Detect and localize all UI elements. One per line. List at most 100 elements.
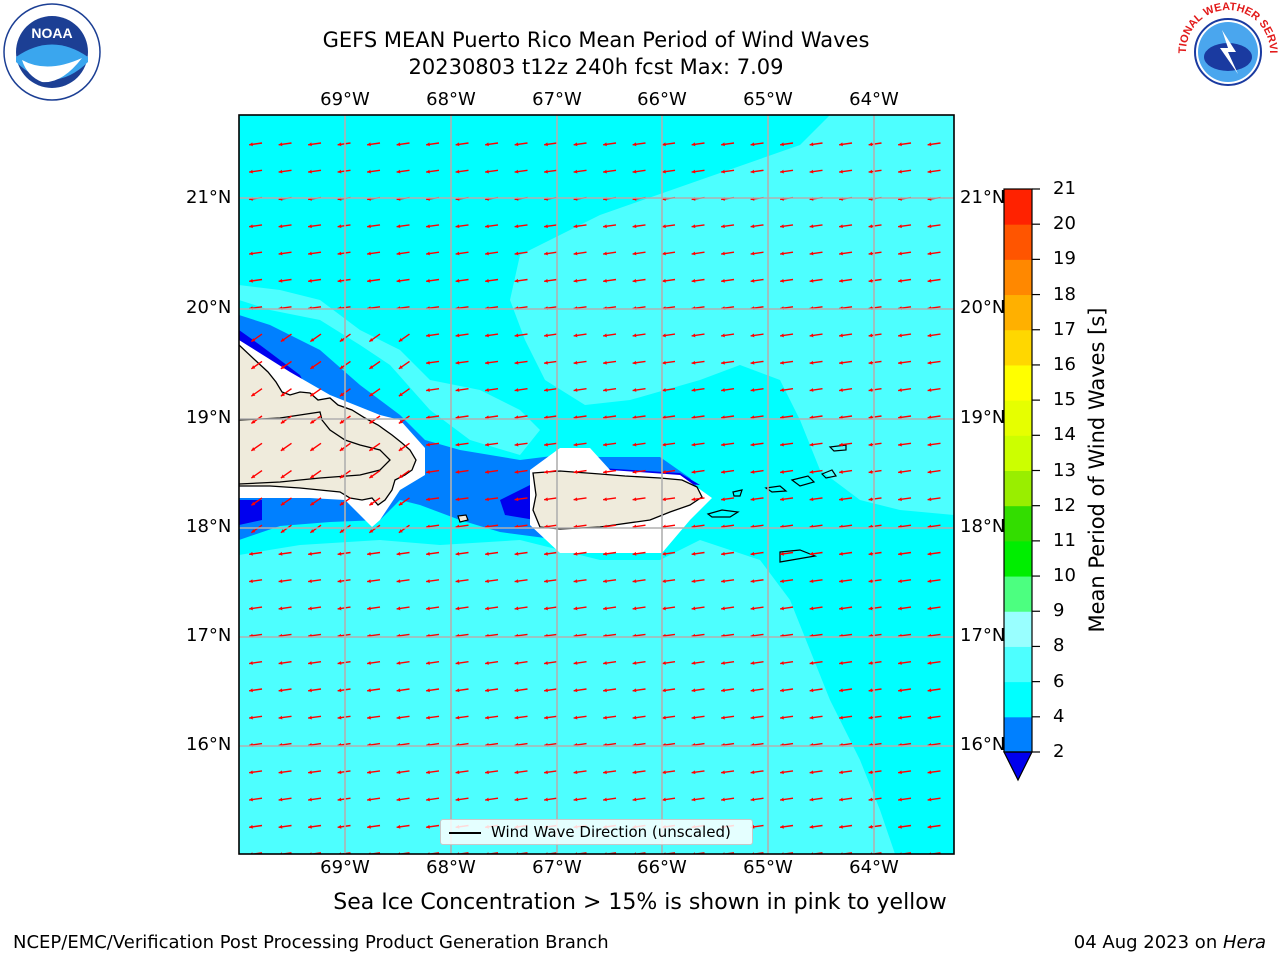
- wind-arrow-head: [544, 224, 548, 229]
- wind-arrow-head: [632, 142, 637, 147]
- wind-arrow-head: [485, 278, 489, 283]
- ocean-6-8-region: [510, 115, 954, 515]
- wind-arrow-head: [514, 470, 519, 474]
- wind-arrow-head: [603, 551, 607, 556]
- wind-arrow-head: [249, 715, 253, 720]
- wind-arrow-head: [780, 251, 784, 256]
- wind-arrow-head: [251, 501, 256, 506]
- wind-arrow-head: [398, 474, 403, 479]
- wind-arrow-head: [780, 579, 784, 584]
- wind-arrow-head: [398, 447, 403, 451]
- wind-arrow-head: [839, 470, 843, 474]
- wind-arrow-head: [308, 142, 312, 147]
- ocean-under-2-region-pr: [500, 485, 535, 520]
- wind-arrow-head: [927, 360, 932, 365]
- wind-arrow-head: [721, 715, 725, 720]
- wind-arrow-head: [278, 169, 283, 174]
- wind-arrow-head: [367, 606, 371, 611]
- wind-arrow-head: [662, 169, 666, 174]
- wind-arrow-head: [750, 497, 755, 502]
- wind-arrow-head: [308, 797, 312, 802]
- wind-arrow-head: [721, 388, 725, 392]
- wind-arrow-head: [691, 579, 696, 584]
- wind-arrow-head: [927, 169, 932, 174]
- colorbar-segment: [1004, 364, 1032, 401]
- wind-arrow-head: [898, 715, 902, 720]
- wind-arrow-head: [898, 360, 902, 365]
- wind-arrow-head: [337, 770, 342, 775]
- wind-arrow-head: [750, 333, 755, 338]
- wind-arrow-head: [280, 419, 285, 424]
- wind-arrow-head: [485, 579, 489, 584]
- wind-arrow-head: [308, 715, 312, 720]
- wind-arrow-head: [632, 442, 637, 447]
- wind-arrow-head: [308, 770, 312, 775]
- wind-arrow-head: [839, 551, 843, 556]
- wind-arrow-head: [514, 606, 519, 611]
- wind-arrow-head: [544, 797, 548, 802]
- wind-arrow-head: [308, 251, 312, 256]
- wind-arrow-head: [662, 606, 666, 611]
- wind-arrow-head: [544, 688, 548, 693]
- wind-arrow-head: [251, 419, 256, 424]
- wind-arrow-head: [280, 529, 285, 533]
- wind-arrow-head: [337, 606, 342, 611]
- wind-arrow-head: [603, 661, 607, 665]
- wind-arrow-head: [721, 497, 725, 502]
- wind-arrow-head: [514, 251, 519, 256]
- wind-arrow-head: [780, 824, 784, 829]
- wind-arrow-head: [691, 333, 696, 338]
- colorbar-segment: [1004, 505, 1032, 542]
- wind-arrow-head: [662, 224, 666, 229]
- wind-arrow-head: [927, 442, 932, 447]
- wind-arrow-head: [249, 606, 253, 611]
- wind-arrow-head: [662, 470, 666, 474]
- wind-arrow-head: [868, 797, 873, 802]
- wind-arrow-head: [514, 142, 519, 147]
- wind-arrow-head: [337, 661, 342, 665]
- wind-arrow-head: [750, 715, 755, 720]
- wind-arrow-head: [603, 169, 607, 174]
- wind-arrow-head: [544, 770, 548, 775]
- wind-arrow-head: [278, 797, 283, 802]
- wind-arrow-head: [337, 142, 342, 147]
- wind-arrow-head: [514, 579, 519, 584]
- wind-arrow-head: [662, 388, 666, 392]
- wind-arrow-head: [839, 497, 843, 502]
- wind-arrow-head: [927, 388, 932, 392]
- wind-arrow-head: [691, 224, 696, 229]
- wind-arrow-head: [868, 688, 873, 693]
- wind-arrow-head: [339, 529, 344, 533]
- bottom-lon-label: 64°W: [849, 857, 899, 878]
- wind-arrow-head: [691, 715, 696, 720]
- wind-arrow-head: [839, 333, 843, 338]
- wind-arrow-head: [691, 278, 696, 283]
- wind-arrow-head: [750, 388, 755, 392]
- wind-arrow-head: [691, 661, 696, 665]
- colorbar-segment: [1004, 540, 1032, 577]
- wind-arrow-head: [750, 688, 755, 693]
- wind-arrow-head: [721, 470, 725, 474]
- wind-arrow-head: [603, 606, 607, 611]
- wind-arrow-head: [369, 474, 374, 479]
- chart-title: GEFS MEAN Puerto Rico Mean Period of Win…: [322, 28, 870, 52]
- wind-arrow-head: [455, 278, 460, 283]
- wind-arrow-head: [632, 606, 637, 611]
- wind-arrow-head: [514, 797, 519, 802]
- wind-arrow-head: [809, 579, 814, 584]
- wind-arrow-head: [898, 606, 902, 611]
- wind-arrow-head: [249, 797, 253, 802]
- wind-arrow-head: [691, 388, 696, 392]
- wind-arrow-head: [573, 606, 578, 611]
- legend-line-sample: [449, 832, 481, 834]
- wind-arrow-head: [632, 169, 637, 174]
- wind-arrow-head: [278, 251, 283, 256]
- wind-arrow-head: [662, 333, 666, 338]
- virgin-gorda-island: [820, 469, 837, 479]
- wind-arrow-head: [632, 579, 637, 584]
- wind-arrow-head: [485, 142, 489, 147]
- wind-arrow-head: [632, 224, 637, 229]
- wind-arrow-head: [780, 388, 784, 392]
- wind-arrow-head: [780, 333, 784, 338]
- wind-arrow-head: [280, 501, 285, 506]
